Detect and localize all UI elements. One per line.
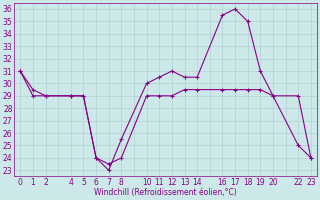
X-axis label: Windchill (Refroidissement éolien,°C): Windchill (Refroidissement éolien,°C) [94,188,237,197]
